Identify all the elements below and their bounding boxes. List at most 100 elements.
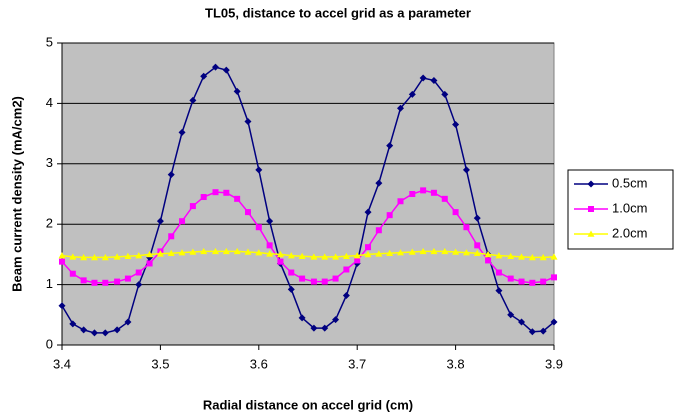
point [146, 260, 153, 267]
point [212, 247, 220, 255]
x-tick-label: 3.7 [348, 356, 366, 371]
point [473, 214, 481, 222]
point [342, 252, 350, 260]
point [441, 90, 449, 98]
point [397, 198, 404, 205]
point [168, 233, 175, 240]
point [277, 258, 284, 265]
point [408, 248, 416, 255]
point [528, 328, 536, 336]
point [178, 128, 186, 136]
point [59, 258, 65, 265]
point [507, 252, 515, 260]
point [474, 242, 481, 249]
point [495, 252, 503, 259]
point [200, 194, 207, 201]
point [298, 252, 306, 260]
point [473, 249, 481, 256]
point [124, 252, 132, 260]
point [507, 275, 514, 282]
x-tick-label: 3.5 [151, 356, 169, 371]
point [80, 277, 87, 284]
point [244, 209, 251, 216]
point [200, 247, 208, 255]
point [452, 209, 459, 216]
point [485, 257, 492, 264]
legend-label: 2.0cm [612, 225, 647, 240]
point [484, 250, 492, 258]
point [310, 278, 317, 285]
point [167, 249, 175, 256]
point [69, 270, 76, 277]
point [255, 249, 263, 256]
point [114, 278, 121, 285]
point [266, 242, 273, 249]
point [321, 324, 329, 332]
point [58, 302, 66, 310]
point [551, 274, 557, 281]
point [518, 318, 526, 326]
point [178, 249, 186, 256]
y-tick-label: 1 [46, 276, 53, 291]
y-tick-label: 2 [46, 216, 53, 231]
point [386, 249, 394, 256]
point [146, 253, 154, 261]
point [80, 253, 88, 261]
point [419, 74, 427, 82]
point [124, 318, 132, 326]
point [441, 247, 449, 255]
point [463, 224, 470, 231]
point [332, 316, 340, 324]
y-axis-label: Beam current density (mA/cm2) [9, 96, 24, 292]
point [343, 266, 350, 273]
legend-label: 1.0cm [612, 200, 647, 215]
point [113, 326, 121, 334]
point [189, 203, 196, 210]
x-tick-label: 3.4 [53, 356, 71, 371]
point [212, 63, 220, 71]
point [529, 279, 536, 286]
point [255, 224, 262, 231]
point [540, 278, 547, 285]
point [332, 275, 339, 282]
point [518, 253, 526, 260]
x-tick-label: 3.6 [250, 356, 268, 371]
point [90, 253, 98, 261]
point [518, 278, 525, 285]
point [375, 227, 382, 234]
point [179, 218, 186, 225]
point [212, 189, 219, 196]
point [234, 195, 241, 202]
point [495, 287, 503, 295]
point [58, 252, 66, 259]
point [101, 253, 109, 261]
series-line [61, 66, 555, 334]
point [233, 247, 241, 255]
point [310, 324, 318, 332]
point [287, 252, 295, 259]
point [539, 327, 547, 335]
point [462, 166, 470, 174]
point [452, 121, 460, 129]
series-line [61, 189, 555, 284]
point [200, 72, 208, 80]
series-line [61, 250, 555, 259]
point [223, 189, 230, 196]
point [420, 187, 427, 194]
legend-label: 0.5cm [612, 175, 647, 190]
point [69, 320, 77, 328]
point [396, 104, 404, 112]
y-tick-label: 4 [46, 95, 53, 110]
point [90, 329, 98, 337]
point [167, 171, 175, 179]
point [135, 269, 142, 276]
point [189, 96, 197, 104]
point [266, 217, 274, 225]
point [189, 248, 197, 255]
point [91, 279, 98, 286]
point [135, 281, 143, 289]
point [80, 326, 88, 334]
point [287, 285, 295, 293]
point [365, 244, 372, 251]
point [354, 257, 361, 264]
